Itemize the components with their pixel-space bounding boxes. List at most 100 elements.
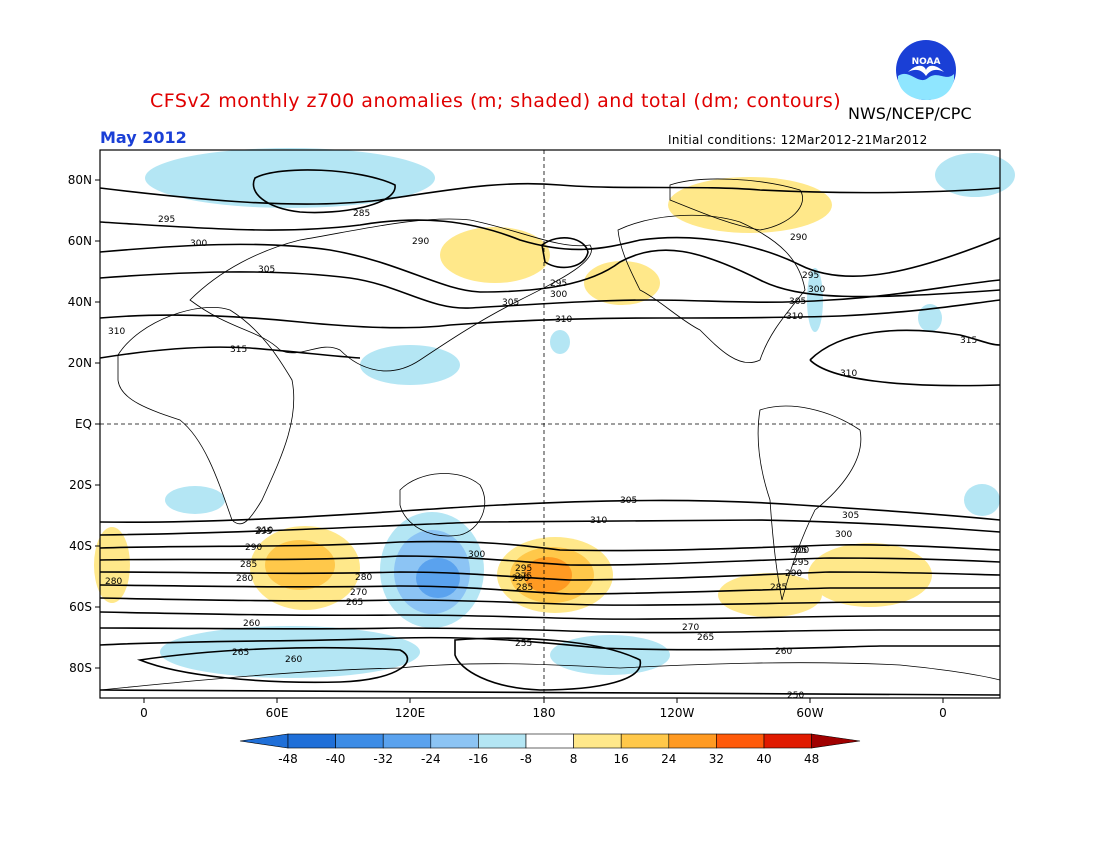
colorbar-label: 40 xyxy=(756,752,771,766)
colorbar-swatch xyxy=(763,733,812,749)
contour-label: 295 xyxy=(550,279,567,289)
contour-label: 285 xyxy=(516,583,533,593)
contour-label: 270 xyxy=(350,588,367,598)
contour-label: 275 xyxy=(515,572,532,582)
lat-label: 60S xyxy=(69,600,92,614)
contour-label: 305 xyxy=(502,298,519,308)
lat-label: 80N xyxy=(68,173,92,187)
anomaly-blob xyxy=(964,484,1000,516)
anomaly-blob xyxy=(668,177,832,233)
contour-line xyxy=(252,169,396,214)
contour-label: 310 xyxy=(108,327,125,337)
contour-line xyxy=(809,359,1001,387)
contour-label: 300 xyxy=(550,290,567,300)
contour-labels: 285 295 300 290 305 310 315 295 300 305 … xyxy=(105,209,977,701)
contour-label: 305 xyxy=(789,297,806,307)
colorbar-label: 8 xyxy=(570,752,578,766)
contour-label: 290 xyxy=(790,233,807,243)
contour-label: 260 xyxy=(775,647,792,657)
contour-label: 265 xyxy=(232,648,249,658)
lon-label: 60W xyxy=(796,706,823,720)
logo-text: NOAA xyxy=(912,57,941,67)
contour-label: 285 xyxy=(770,583,787,593)
latitude-axis: 80N 60N 40N 20N EQ 20S 40S 60S 80S xyxy=(68,173,100,675)
colorbar-label: -32 xyxy=(373,752,393,766)
lon-label: 0 xyxy=(939,706,947,720)
colorbar-label: 48 xyxy=(804,752,819,766)
coastline-north-america xyxy=(617,214,806,363)
logo-wave xyxy=(898,73,954,100)
anomaly-blob xyxy=(165,486,225,514)
contour-label: 290 xyxy=(245,543,262,553)
contour-line xyxy=(99,571,1001,581)
anomaly-blob xyxy=(265,540,335,590)
initial-conditions-label: Initial conditions: 12Mar2012-21Mar2012 xyxy=(668,133,928,147)
contour-line xyxy=(99,271,1001,309)
colorbar-swatch xyxy=(382,733,432,749)
contour-label: 285 xyxy=(240,560,257,570)
contour-label: 315 xyxy=(960,336,977,346)
anomaly-blob xyxy=(718,573,822,617)
colorbar-label: 24 xyxy=(661,752,676,766)
contour-label: 270 xyxy=(682,623,699,633)
colorbar-swatch xyxy=(716,733,765,749)
organization-label: NWS/NCEP/CPC xyxy=(848,104,972,123)
colorbar-swatch xyxy=(620,733,670,749)
coastline-australia xyxy=(399,473,486,537)
contour-line xyxy=(99,584,1000,595)
lat-label: EQ xyxy=(75,417,92,431)
contour-label: 295 xyxy=(792,558,809,568)
contour-label: 265 xyxy=(697,633,714,643)
anomaly-blob xyxy=(360,345,460,385)
chart-title: CFSv2 monthly z700 anomalies (m; shaded)… xyxy=(150,90,842,112)
lat-label: 20N xyxy=(68,356,92,370)
contour-label: 280 xyxy=(236,574,253,584)
colorbar-label: 16 xyxy=(614,752,629,766)
colorbar-swatch xyxy=(335,733,384,749)
contour-line xyxy=(809,329,1001,361)
contour-line xyxy=(99,555,1001,566)
lat-label: 80S xyxy=(69,661,92,675)
contour-line xyxy=(454,637,642,691)
contour-label: 300 xyxy=(808,285,825,295)
contour-label: 315 xyxy=(230,345,247,355)
colorbar-label: -40 xyxy=(326,752,346,766)
contour-label: 285 xyxy=(353,209,370,219)
contour-label: 305 xyxy=(620,496,637,506)
contour-label: 295 xyxy=(255,527,272,537)
colorbar-end-high xyxy=(811,733,861,749)
noaa-logo: NOAA xyxy=(896,40,956,100)
colorbar-swatch xyxy=(478,733,527,749)
colorbar-label: -8 xyxy=(520,752,532,766)
contour-line xyxy=(99,636,1000,651)
lon-label: 120W xyxy=(660,706,695,720)
contour-label: 260 xyxy=(285,655,302,665)
anomaly-blob xyxy=(935,153,1015,197)
contour-label: 300 xyxy=(835,530,852,540)
colorbar-swatch xyxy=(287,733,336,749)
logo-gull xyxy=(908,65,944,76)
contour-label: 280 xyxy=(355,573,372,583)
contour-line xyxy=(99,597,1000,606)
lon-label: 120E xyxy=(395,706,426,720)
anomaly-blob xyxy=(94,527,130,603)
coastline-south-america xyxy=(757,405,862,601)
colorbar-label: -16 xyxy=(469,752,489,766)
anomaly-blob xyxy=(145,148,435,208)
anomaly-blob xyxy=(918,304,942,332)
contour-label: 290 xyxy=(412,237,429,247)
contour-line xyxy=(99,499,1001,523)
contour-label: 290 xyxy=(512,574,529,584)
contour-line xyxy=(99,627,1000,634)
colorbar-swatch xyxy=(573,733,622,749)
contour-label: 300 xyxy=(792,546,809,556)
anomaly-blob xyxy=(160,626,420,678)
contour-line xyxy=(99,243,1001,298)
contour-label: 280 xyxy=(105,577,122,587)
contour-label: 290 xyxy=(785,569,802,579)
colorbar: -48 -40 -32 -24 -16 -8 8 16 24 32 40 48 xyxy=(239,733,861,766)
colorbar-end-low xyxy=(239,733,289,749)
contour-label: 295 xyxy=(802,271,819,281)
contour-line xyxy=(136,646,409,684)
